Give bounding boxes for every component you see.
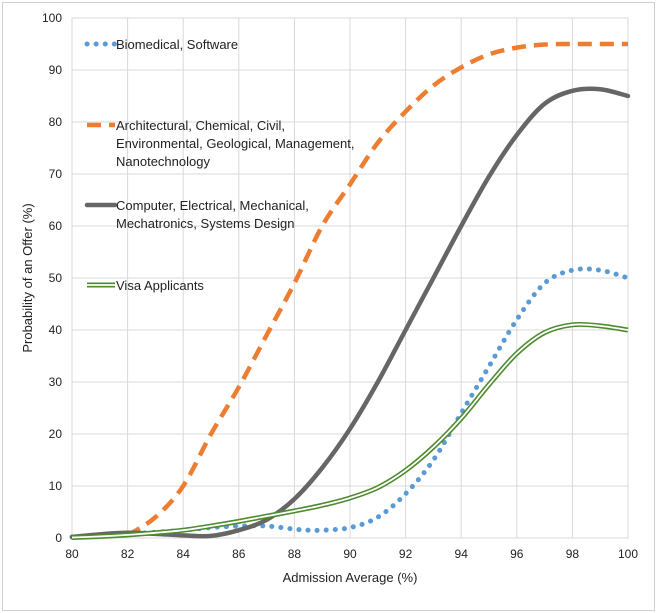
y-tick-label: 70: [49, 167, 63, 181]
series-4: [71, 321, 629, 540]
x-tick-label: 98: [566, 547, 580, 561]
x-axis-ticks: 80 82 84 86 88 90 92 94 96 98 100: [65, 547, 638, 561]
y-tick-label: 0: [55, 531, 62, 545]
legend-label: Mechatronics, Systems Design: [116, 216, 294, 231]
x-tick-label: 86: [232, 547, 246, 561]
x-tick-label: 100: [618, 547, 638, 561]
series-line: [69, 266, 631, 540]
x-tick-label: 84: [177, 547, 191, 561]
legend-item-3: Computer, Electrical, Mechanical, Mechatr…: [84, 198, 309, 231]
y-axis-ticks: 0 10 20 30 40 50 60 70 80 90 100: [42, 11, 62, 545]
series-1: [69, 266, 631, 540]
legend: Biomedical, Software Architectural, Chemi…: [84, 37, 354, 293]
x-tick-label: 94: [455, 547, 469, 561]
x-tick-label: 82: [121, 547, 135, 561]
x-axis-title: Admission Average (%): [283, 570, 418, 585]
legend-item-1: Biomedical, Software: [84, 37, 238, 52]
x-tick-label: 92: [399, 547, 413, 561]
y-tick-label: 50: [49, 271, 63, 285]
y-axis-title: Probability of an Offer (%): [20, 203, 35, 352]
legend-item-4: Visa Applicants: [87, 278, 204, 293]
legend-label: Visa Applicants: [116, 278, 204, 293]
x-tick-label: 96: [510, 547, 524, 561]
y-tick-label: 20: [49, 427, 63, 441]
legend-label: Biomedical, Software: [116, 37, 238, 52]
y-tick-label: 40: [49, 323, 63, 337]
series-2: [126, 41, 628, 538]
y-tick-label: 100: [42, 11, 62, 25]
y-tick-label: 30: [49, 375, 63, 389]
y-tick-label: 90: [49, 63, 63, 77]
x-tick-label: 90: [343, 547, 357, 561]
series-line-inner: [71, 323, 629, 539]
x-tick-label: 80: [65, 547, 79, 561]
y-tick-label: 80: [49, 115, 63, 129]
series-layer: [69, 41, 631, 540]
series-line: [126, 41, 628, 538]
x-tick-label: 88: [288, 547, 302, 561]
y-tick-label: 60: [49, 219, 63, 233]
legend-label: Computer, Electrical, Mechanical,: [116, 198, 309, 213]
legend-label: Nanotechnology: [116, 154, 210, 169]
legend-label: Environmental, Geological, Management,: [116, 136, 354, 151]
legend-label: Architectural, Chemical, Civil,: [116, 118, 285, 133]
plot-area-border: [71, 17, 629, 539]
legend-item-2: Architectural, Chemical, Civil, Environme…: [87, 118, 354, 169]
y-tick-label: 10: [49, 479, 63, 493]
